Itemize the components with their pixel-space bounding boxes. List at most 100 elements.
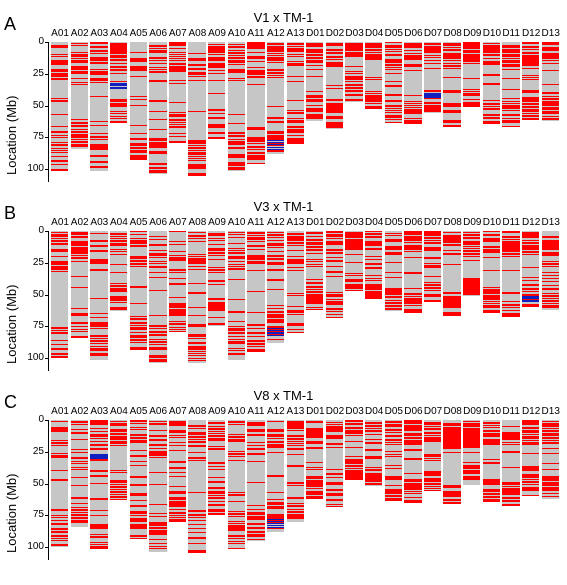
chrom-bar (208, 231, 225, 326)
marker-band-alt (267, 142, 284, 143)
marker-band (267, 316, 284, 318)
marker-band (483, 249, 500, 250)
marker-band (287, 311, 304, 312)
marker-band (424, 102, 441, 103)
marker-band (267, 435, 284, 436)
marker-band (247, 445, 264, 446)
marker-band (51, 47, 68, 48)
marker-band (326, 443, 343, 445)
marker-band (542, 63, 559, 64)
marker-band (345, 459, 362, 460)
chrom-label: A06 (149, 28, 166, 39)
chrom-label: A07 (169, 217, 186, 228)
marker-band (90, 63, 107, 64)
marker-band (149, 129, 166, 130)
marker-band (110, 57, 127, 58)
y-tick: 50 (12, 289, 44, 300)
marker-band (502, 248, 519, 249)
marker-band (71, 43, 88, 44)
marker-band (365, 422, 382, 424)
marker-band (110, 254, 127, 255)
marker-band (130, 442, 147, 443)
marker-band (247, 249, 264, 250)
marker-band (90, 250, 107, 251)
marker-band (110, 434, 127, 435)
marker-band (149, 101, 166, 102)
marker-band (130, 66, 147, 67)
marker-band (149, 331, 166, 332)
chrom-bar (169, 420, 186, 521)
marker-band (326, 500, 343, 501)
marker-band (385, 272, 402, 273)
y-tick: 75 (12, 509, 44, 520)
marker-band-alt (267, 519, 284, 520)
chrom-a12: A12 (267, 42, 284, 182)
marker-band (483, 496, 500, 498)
marker-band-alt (267, 147, 284, 148)
marker-band (71, 132, 88, 133)
marker-band (228, 494, 245, 496)
panel-b: BV3 x TM-1Location (Mb)0255075100A01A02A… (0, 207, 567, 382)
marker-band (149, 51, 166, 52)
marker-band (365, 103, 382, 104)
marker-band (188, 324, 205, 326)
marker-band (90, 270, 107, 271)
marker-band (51, 264, 68, 265)
chrom-label: D10 (483, 406, 500, 417)
chrom-label: A11 (247, 406, 264, 417)
marker-band (345, 287, 362, 288)
chrom-label: D13 (542, 28, 559, 39)
marker-band (326, 271, 343, 272)
marker-band (326, 506, 343, 508)
chrom-label: D10 (483, 217, 500, 228)
marker-band (228, 148, 245, 149)
marker-band (51, 169, 68, 171)
marker-band-alt (267, 328, 284, 329)
marker-band (71, 119, 88, 120)
marker-band (247, 534, 264, 535)
marker-band (188, 358, 205, 359)
chrom-bar (522, 420, 539, 496)
marker-band (502, 307, 519, 308)
marker-band (287, 312, 304, 313)
chrom-label: D13 (542, 217, 559, 228)
chrom-d04: D04 (365, 42, 382, 182)
marker-band (188, 426, 205, 427)
chrom-label: D09 (463, 28, 480, 39)
marker-band (385, 61, 402, 63)
marker-band (326, 242, 343, 243)
chrom-bar (228, 420, 245, 549)
marker-band (365, 79, 382, 80)
marker-band (345, 88, 362, 89)
chrom-a09: A09 (208, 231, 225, 371)
marker-band (208, 126, 225, 128)
marker-band (326, 495, 343, 496)
marker-band (228, 243, 245, 244)
y-tick-mark (45, 169, 48, 170)
marker-band (149, 254, 166, 256)
y-tick-mark (45, 420, 48, 421)
marker-band (188, 441, 205, 442)
marker-band (443, 242, 460, 243)
marker-band (208, 501, 225, 502)
marker-band (130, 342, 147, 343)
marker-band (326, 299, 343, 300)
marker-band (90, 71, 107, 72)
marker-band (71, 58, 88, 59)
marker-band (208, 253, 225, 254)
marker-band (522, 53, 539, 54)
chrom-label: D04 (365, 406, 382, 417)
marker-band (90, 424, 107, 425)
chrom-a04: A04 (110, 42, 127, 182)
chrom-a08: A08 (188, 231, 205, 371)
marker-band (542, 92, 559, 94)
marker-band (228, 55, 245, 56)
chrom-bar (110, 42, 127, 122)
marker-band (287, 445, 304, 446)
marker-band (463, 288, 480, 289)
marker-band (404, 103, 421, 104)
marker-band (71, 507, 88, 508)
chrom-a02: A02 (71, 231, 88, 371)
marker-band (483, 84, 500, 85)
marker-band (267, 258, 284, 259)
